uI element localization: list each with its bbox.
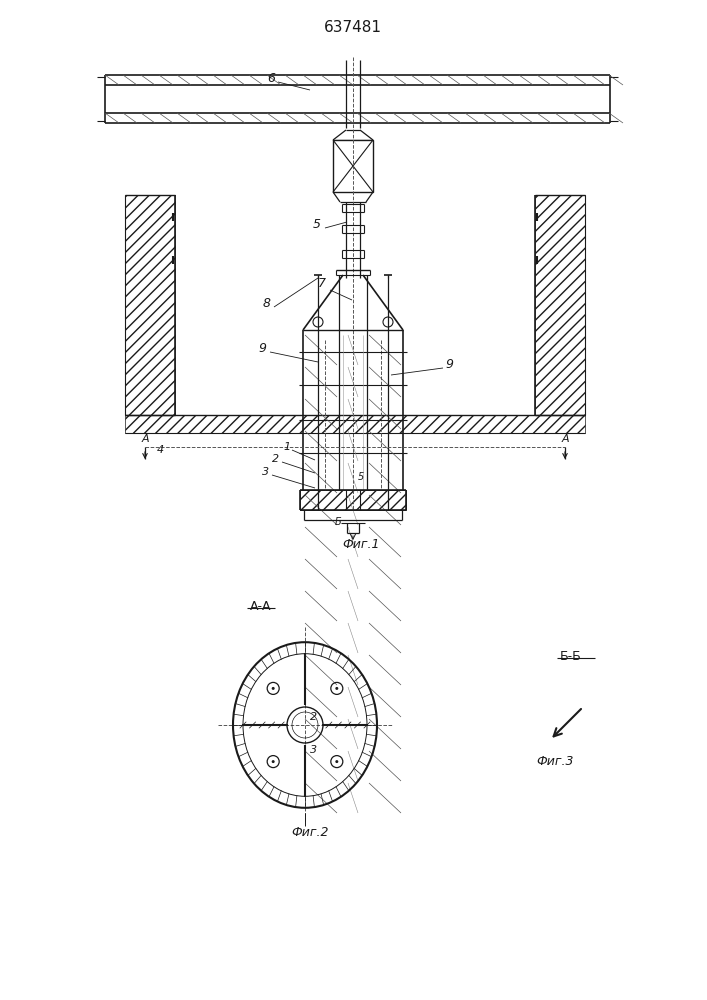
Text: 1: 1 (283, 442, 290, 452)
Circle shape (271, 687, 275, 690)
Text: 637481: 637481 (324, 20, 382, 35)
Text: Б-Б: Б-Б (560, 650, 582, 663)
Bar (125, 195, 175, 415)
Bar (535, 195, 585, 415)
Text: Б: Б (334, 517, 341, 527)
Text: 9: 9 (445, 358, 453, 371)
Bar (300, 490, 406, 510)
Text: 9: 9 (258, 342, 266, 355)
Bar (125, 415, 585, 433)
Text: Фиг.2: Фиг.2 (291, 826, 329, 839)
Text: 4: 4 (157, 445, 164, 455)
Bar (333, 140, 373, 192)
Text: 6: 6 (267, 72, 275, 85)
Text: А: А (141, 434, 148, 444)
Text: 3: 3 (310, 745, 317, 755)
Text: 7: 7 (318, 277, 326, 290)
Text: 2: 2 (272, 454, 279, 464)
Circle shape (335, 687, 339, 690)
Text: 5: 5 (313, 218, 321, 231)
Text: 2: 2 (310, 712, 317, 722)
Text: 5: 5 (358, 472, 364, 482)
Text: 8: 8 (263, 297, 271, 310)
Text: 3: 3 (262, 467, 269, 477)
Text: Фиг.1: Фиг.1 (342, 538, 380, 551)
Text: А-А: А-А (250, 600, 271, 613)
Text: А: А (561, 434, 569, 444)
Circle shape (271, 760, 275, 763)
Text: Фиг.3: Фиг.3 (536, 755, 574, 768)
Circle shape (335, 760, 339, 763)
